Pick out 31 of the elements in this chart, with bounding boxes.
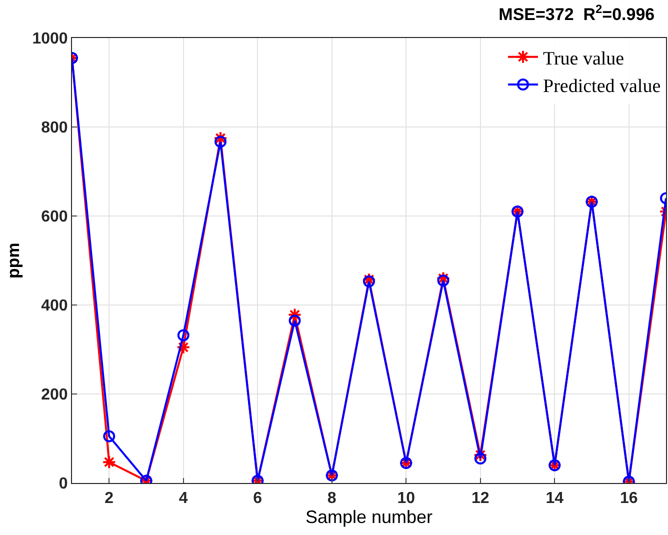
point	[474, 452, 486, 465]
y-tick-label: 0	[58, 476, 68, 493]
point	[288, 308, 302, 322]
point	[214, 136, 226, 148]
x-tick-label: 8	[327, 490, 336, 508]
point	[437, 274, 450, 287]
legend-label: Predicted value	[543, 76, 661, 97]
point	[288, 314, 301, 327]
legend-label: True value	[543, 48, 624, 70]
point	[103, 430, 116, 442]
y-tick-label: 1000	[32, 30, 68, 48]
x-tick-label: 2	[104, 490, 114, 508]
point	[177, 329, 190, 342]
point	[363, 275, 375, 288]
x-tick-label: 12	[471, 490, 490, 508]
x-tick-label: 6	[253, 490, 262, 508]
x-axis-title: Sample number	[305, 507, 433, 528]
y-tick-label: 600	[41, 208, 68, 226]
point	[176, 340, 190, 354]
point	[214, 131, 228, 146]
x-tick-label: 14	[546, 490, 564, 508]
x-tick-label: 4	[178, 490, 188, 508]
y-tick-label: 800	[41, 120, 68, 137]
x-tick-label: 16	[620, 490, 638, 508]
point	[102, 455, 116, 470]
y-tick-label: 200	[41, 386, 68, 404]
y-axis-title: ppm	[4, 242, 23, 278]
x-tick-label: 10	[397, 490, 416, 508]
chart-title: MSE=372 R$^{2}$=0.996	[498, 2, 655, 24]
point	[473, 448, 488, 462]
y-tick-label: 400	[41, 298, 68, 315]
